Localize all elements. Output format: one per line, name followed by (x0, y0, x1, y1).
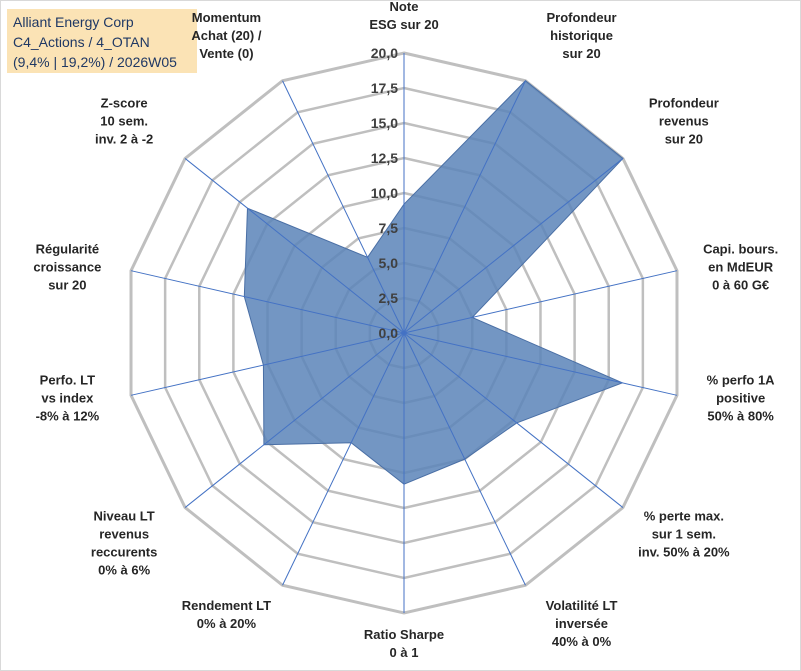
axis-label-line: sur 20 (48, 278, 86, 293)
axis-label-line: 10 sem. (100, 114, 148, 129)
tick-label: 2,5 (379, 290, 399, 306)
axis-label-line: 0% à 6% (98, 562, 150, 577)
axis-label-line: Volatilité LT (546, 598, 618, 613)
axis-label-line: 50% à 80% (707, 408, 774, 423)
tick-layer: 0,0 2,5 5,0 7,5 10,0 12,5 15,0 17,5 20,0 (371, 45, 398, 341)
axis-label: Régularité croissance sur 20 (33, 242, 101, 293)
axis-label: % perte max. sur 1 sem. inv. 50% à 20% (638, 508, 730, 559)
axis-label-line: sur 20 (665, 132, 703, 147)
axis-spoke (403, 80, 526, 334)
axis-label-line: revenus (659, 114, 709, 129)
axis-label: Profondeur revenus sur 20 (649, 96, 719, 147)
axis-label-line: % perfo 1A (707, 372, 776, 387)
axis-label-line: historique (550, 28, 613, 43)
axis-spoke (403, 332, 678, 396)
axis-spoke (282, 332, 405, 586)
axis-label-line: vs index (41, 390, 94, 405)
axis-label-line: -8% à 12% (36, 408, 100, 423)
axis-label: Note ESG sur 20 (369, 0, 438, 32)
axis-label-line: Profondeur (547, 10, 617, 25)
tick-label: 10,0 (371, 185, 398, 201)
tick-label: 7,5 (379, 220, 399, 236)
axis-label-line: inv. 2 à -2 (95, 132, 153, 147)
axis-label-line: inv. 50% à 20% (638, 544, 730, 559)
axis-label-line: 0 à 1 (390, 645, 419, 660)
axis-label-line: ESG sur 20 (369, 17, 438, 32)
axis-label-line: % perte max. (644, 508, 724, 523)
axis-label-line: Ratio Sharpe (364, 627, 444, 642)
axis-label: % perfo 1A positive 50% à 80% (707, 372, 776, 423)
axis-label-line: Note (390, 0, 419, 14)
axis-label: Perfo. LT vs index -8% à 12% (36, 372, 100, 423)
tick-label: 5,0 (379, 255, 399, 271)
axis-spoke (130, 270, 405, 334)
axis-label-line: Rendement LT (182, 598, 271, 613)
data-area (243, 80, 624, 485)
axis-label-line: positive (716, 390, 765, 405)
chart-title-box: Alliant Energy Corp C4_Actions / 4_OTAN … (7, 9, 197, 73)
tick-label: 0,0 (379, 325, 399, 341)
axis-label: Momentum Achat (20) / Vente (0) (191, 10, 261, 61)
axis-label-line: Régularité (36, 242, 100, 257)
axis-label-line: Z-score (101, 96, 148, 111)
axis-spoke (184, 332, 405, 508)
axis-label-line: 40% à 0% (552, 634, 612, 649)
axis-label-line: 0 à 60 G€ (712, 278, 769, 293)
title-category: C4_Actions / 4_OTAN (13, 34, 150, 50)
axis-spoke (403, 332, 624, 508)
axis-label-line: Achat (20) / (191, 28, 261, 43)
axis-spoke (403, 270, 678, 334)
area-layer (243, 80, 624, 485)
axis-label-line: Capi. bours. (703, 242, 778, 257)
axis-spoke (403, 332, 526, 586)
axis-label: Z-score 10 sem. inv. 2 à -2 (95, 96, 153, 147)
axis-label-line: 0% à 20% (197, 616, 257, 631)
axis-label-line: revenus (99, 526, 149, 541)
axis-label-line: Perfo. LT (40, 372, 95, 387)
axis-label: Profondeur historique sur 20 (547, 10, 617, 61)
axis-label-line: sur 1 sem. (652, 526, 716, 541)
title-company: Alliant Energy Corp (13, 14, 134, 30)
axis-spoke (282, 80, 405, 334)
tick-label: 15,0 (371, 115, 398, 131)
axis-label-line: en MdEUR (708, 260, 774, 275)
tick-label: 17,5 (371, 80, 398, 96)
axis-spoke (403, 158, 624, 334)
tick-label: 20,0 (371, 45, 398, 61)
axis-label: Rendement LT 0% à 20% (182, 598, 271, 631)
spoke-layer (130, 53, 678, 613)
axis-label: Capi. bours. en MdEUR 0 à 60 G€ (703, 242, 778, 293)
axis-label-line: croissance (33, 260, 101, 275)
axis-label-line: reccurents (91, 544, 157, 559)
label-layer: Note ESG sur 20 Profondeur historique sur 20… (33, 0, 778, 660)
axis-label-line: inversée (555, 616, 608, 631)
axis-label-line: Niveau LT (94, 508, 155, 523)
axis-label: Niveau LT revenus reccurents 0% à 6% (91, 508, 157, 577)
axis-label-line: Vente (0) (199, 46, 253, 61)
axis-label-line: sur 20 (562, 46, 600, 61)
axis-label-line: Profondeur (649, 96, 719, 111)
title-stats: (9,4% | 19,2%) / 2026W05 (13, 54, 177, 70)
axis-label: Volatilité LT inversée 40% à 0% (546, 598, 618, 649)
tick-label: 12,5 (371, 150, 398, 166)
axis-spoke (130, 332, 405, 396)
axis-label-line: Momentum (192, 10, 261, 25)
axis-spoke (184, 158, 405, 334)
axis-label: Ratio Sharpe 0 à 1 (364, 627, 444, 660)
